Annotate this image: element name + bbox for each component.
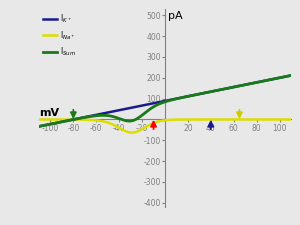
Line: I$_{K^+}$: I$_{K^+}$ [39, 75, 291, 126]
I$_{Na^+}$ [160, 119, 164, 122]
I$_{Sum}$ [160, 102, 163, 104]
I$_{K^+}$ [282, 76, 286, 78]
I$_{K^+}$ [282, 76, 285, 78]
I$_{Sum}$ [282, 76, 285, 78]
I$_{K^+}$ [153, 102, 157, 104]
I$_{Na^+}$ [50, 118, 54, 121]
I$_{Na^+}$ [130, 131, 134, 134]
I$_{K^+}$ [236, 85, 239, 88]
I$_{Na^+}$ [236, 118, 239, 121]
I$_{Sum}$ [289, 74, 293, 77]
Legend: I$_{K^+}$, I$_{Na^+}$, I$_{Sum}$: I$_{K^+}$, I$_{Na^+}$, I$_{Sum}$ [43, 13, 76, 58]
I$_{Na^+}$ [37, 118, 41, 121]
I$_{Na^+}$ [282, 118, 286, 121]
I$_{K^+}$ [289, 74, 293, 77]
Text: pA: pA [168, 11, 183, 21]
I$_{K^+}$ [50, 122, 54, 125]
I$_{Na^+}$ [153, 121, 157, 124]
Text: mV: mV [39, 108, 59, 118]
I$_{Sum}$ [153, 105, 157, 107]
I$_{Na^+}$ [240, 118, 244, 121]
I$_{K^+}$ [37, 125, 41, 128]
I$_{K^+}$ [160, 100, 163, 103]
I$_{Sum}$ [37, 125, 41, 128]
I$_{Na^+}$ [282, 118, 286, 121]
Line: I$_{Sum}$: I$_{Sum}$ [39, 75, 291, 126]
I$_{Sum}$ [236, 85, 239, 88]
I$_{Sum}$ [282, 76, 286, 78]
I$_{Sum}$ [50, 122, 54, 125]
I$_{Na^+}$ [289, 118, 293, 121]
Line: I$_{Na^+}$: I$_{Na^+}$ [39, 119, 291, 133]
